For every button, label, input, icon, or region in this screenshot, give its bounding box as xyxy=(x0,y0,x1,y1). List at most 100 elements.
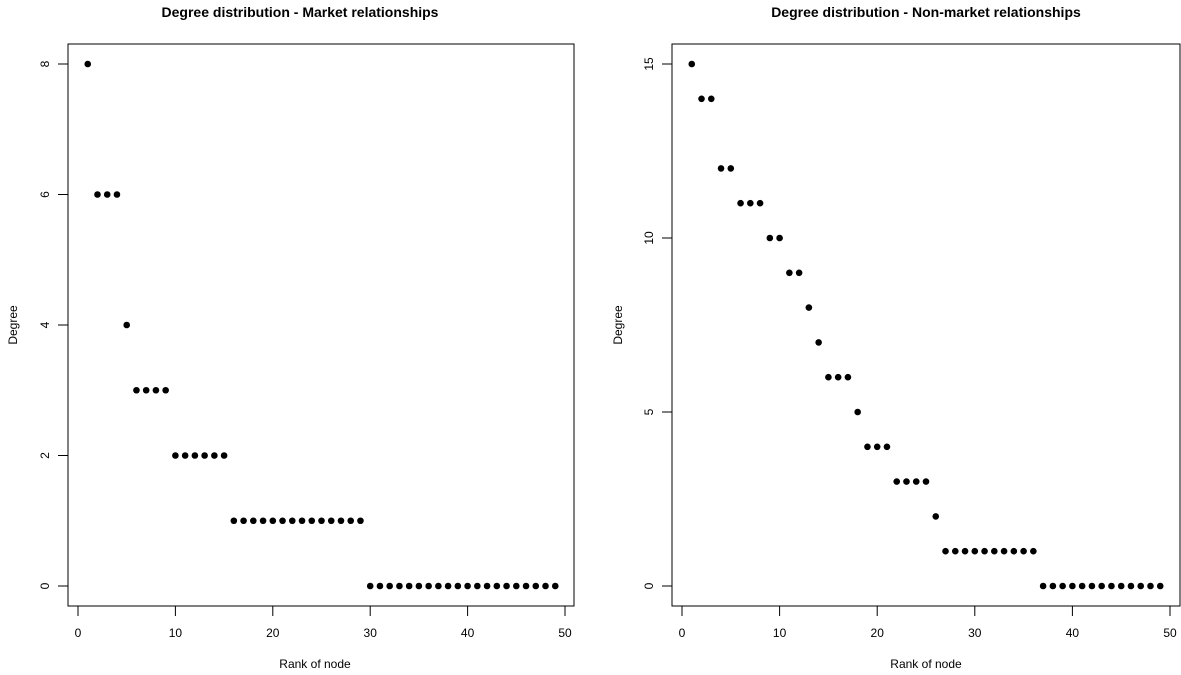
y-axis: 0 2 4 6 8 xyxy=(38,60,69,589)
data-point xyxy=(1088,582,1096,590)
data-point xyxy=(844,373,852,381)
data-point xyxy=(834,373,842,381)
x-tick-label: 20 xyxy=(871,626,885,640)
data-point xyxy=(444,582,452,590)
data-point xyxy=(922,478,930,485)
data-point xyxy=(425,582,432,590)
data-point xyxy=(396,582,403,590)
data-point xyxy=(113,191,121,198)
data-point xyxy=(1020,547,1027,555)
x-axis-label: Rank of node xyxy=(890,657,962,671)
data-point xyxy=(717,165,725,172)
data-point xyxy=(152,386,160,394)
data-point xyxy=(551,582,559,590)
y-tick-label: 2 xyxy=(38,452,52,459)
data-point xyxy=(1117,582,1125,590)
data-point xyxy=(903,478,910,485)
data-point xyxy=(825,373,832,381)
data-point xyxy=(766,234,774,242)
data-point xyxy=(162,386,169,394)
y-axis: 0 5 10 15 xyxy=(642,57,673,589)
data-point xyxy=(1127,582,1135,590)
x-tick-label: 10 xyxy=(169,626,183,640)
data-point xyxy=(142,386,150,394)
data-point xyxy=(133,386,140,394)
data-point xyxy=(191,452,199,459)
data-point xyxy=(961,547,969,555)
data-point xyxy=(327,517,335,525)
data-point xyxy=(493,582,501,590)
data-point xyxy=(1098,582,1105,590)
data-point xyxy=(366,582,374,590)
data-point xyxy=(503,582,510,590)
data-point xyxy=(1108,582,1115,590)
non-market-degree-chart: Degree distribution - Non-market relatio… xyxy=(611,4,1181,671)
data-point xyxy=(756,199,764,207)
data-point xyxy=(240,517,247,525)
y-tick-label: 5 xyxy=(642,408,656,415)
plot-area-frame xyxy=(671,43,1181,607)
data-point xyxy=(201,452,208,459)
data-point xyxy=(532,582,540,590)
data-point xyxy=(337,517,345,525)
data-point xyxy=(688,60,696,68)
data-point xyxy=(318,517,325,525)
data-point xyxy=(1000,547,1008,555)
data-point xyxy=(279,517,286,525)
data-point xyxy=(269,517,277,525)
data-point xyxy=(698,95,705,103)
data-point xyxy=(707,95,715,103)
data-point xyxy=(405,582,413,590)
data-point xyxy=(464,582,471,590)
data-point xyxy=(454,582,462,590)
data-point xyxy=(776,234,783,242)
data-point xyxy=(123,321,130,329)
data-point xyxy=(1039,582,1047,590)
y-tick-label: 15 xyxy=(642,57,656,71)
data-point xyxy=(737,199,744,207)
data-point xyxy=(357,517,364,525)
data-point xyxy=(912,478,920,485)
y-axis-label: Degree xyxy=(611,305,625,345)
data-point xyxy=(250,517,257,525)
data-point xyxy=(786,269,793,277)
data-point xyxy=(1078,582,1086,590)
data-point xyxy=(1137,582,1145,590)
data-point xyxy=(981,547,988,555)
data-points xyxy=(84,60,559,590)
data-point xyxy=(932,513,940,520)
data-point xyxy=(415,582,423,590)
data-point xyxy=(1156,582,1164,590)
x-tick-label: 40 xyxy=(461,626,475,640)
x-axis: 0 10 20 30 40 50 xyxy=(75,605,572,640)
data-point xyxy=(1030,547,1037,555)
data-point xyxy=(211,452,218,459)
data-point xyxy=(1147,582,1154,590)
data-point xyxy=(854,408,861,416)
market-degree-chart: Degree distribution - Market relationshi… xyxy=(6,4,575,671)
data-point xyxy=(172,452,179,459)
chart-title: Degree distribution - Non-market relatio… xyxy=(771,4,1081,20)
x-axis-label: Rank of node xyxy=(279,657,351,671)
y-axis-label: Degree xyxy=(6,305,20,345)
data-point xyxy=(883,443,891,451)
data-point xyxy=(513,582,520,590)
data-point xyxy=(181,452,189,459)
data-point xyxy=(1069,582,1076,590)
x-tick-label: 30 xyxy=(968,626,982,640)
chart-title: Degree distribution - Market relationshi… xyxy=(162,4,439,20)
data-point xyxy=(259,517,267,525)
x-tick-label: 10 xyxy=(773,626,787,640)
data-point xyxy=(376,582,384,590)
data-point xyxy=(103,191,111,198)
data-point xyxy=(951,547,959,555)
data-point xyxy=(298,517,306,525)
data-point xyxy=(1010,547,1018,555)
x-tick-label: 0 xyxy=(75,626,82,640)
y-tick-label: 6 xyxy=(38,191,52,198)
data-point xyxy=(522,582,530,590)
x-tick-label: 50 xyxy=(1163,626,1177,640)
y-tick-label: 0 xyxy=(642,582,656,589)
x-tick-label: 20 xyxy=(266,626,280,640)
data-point xyxy=(386,582,393,590)
